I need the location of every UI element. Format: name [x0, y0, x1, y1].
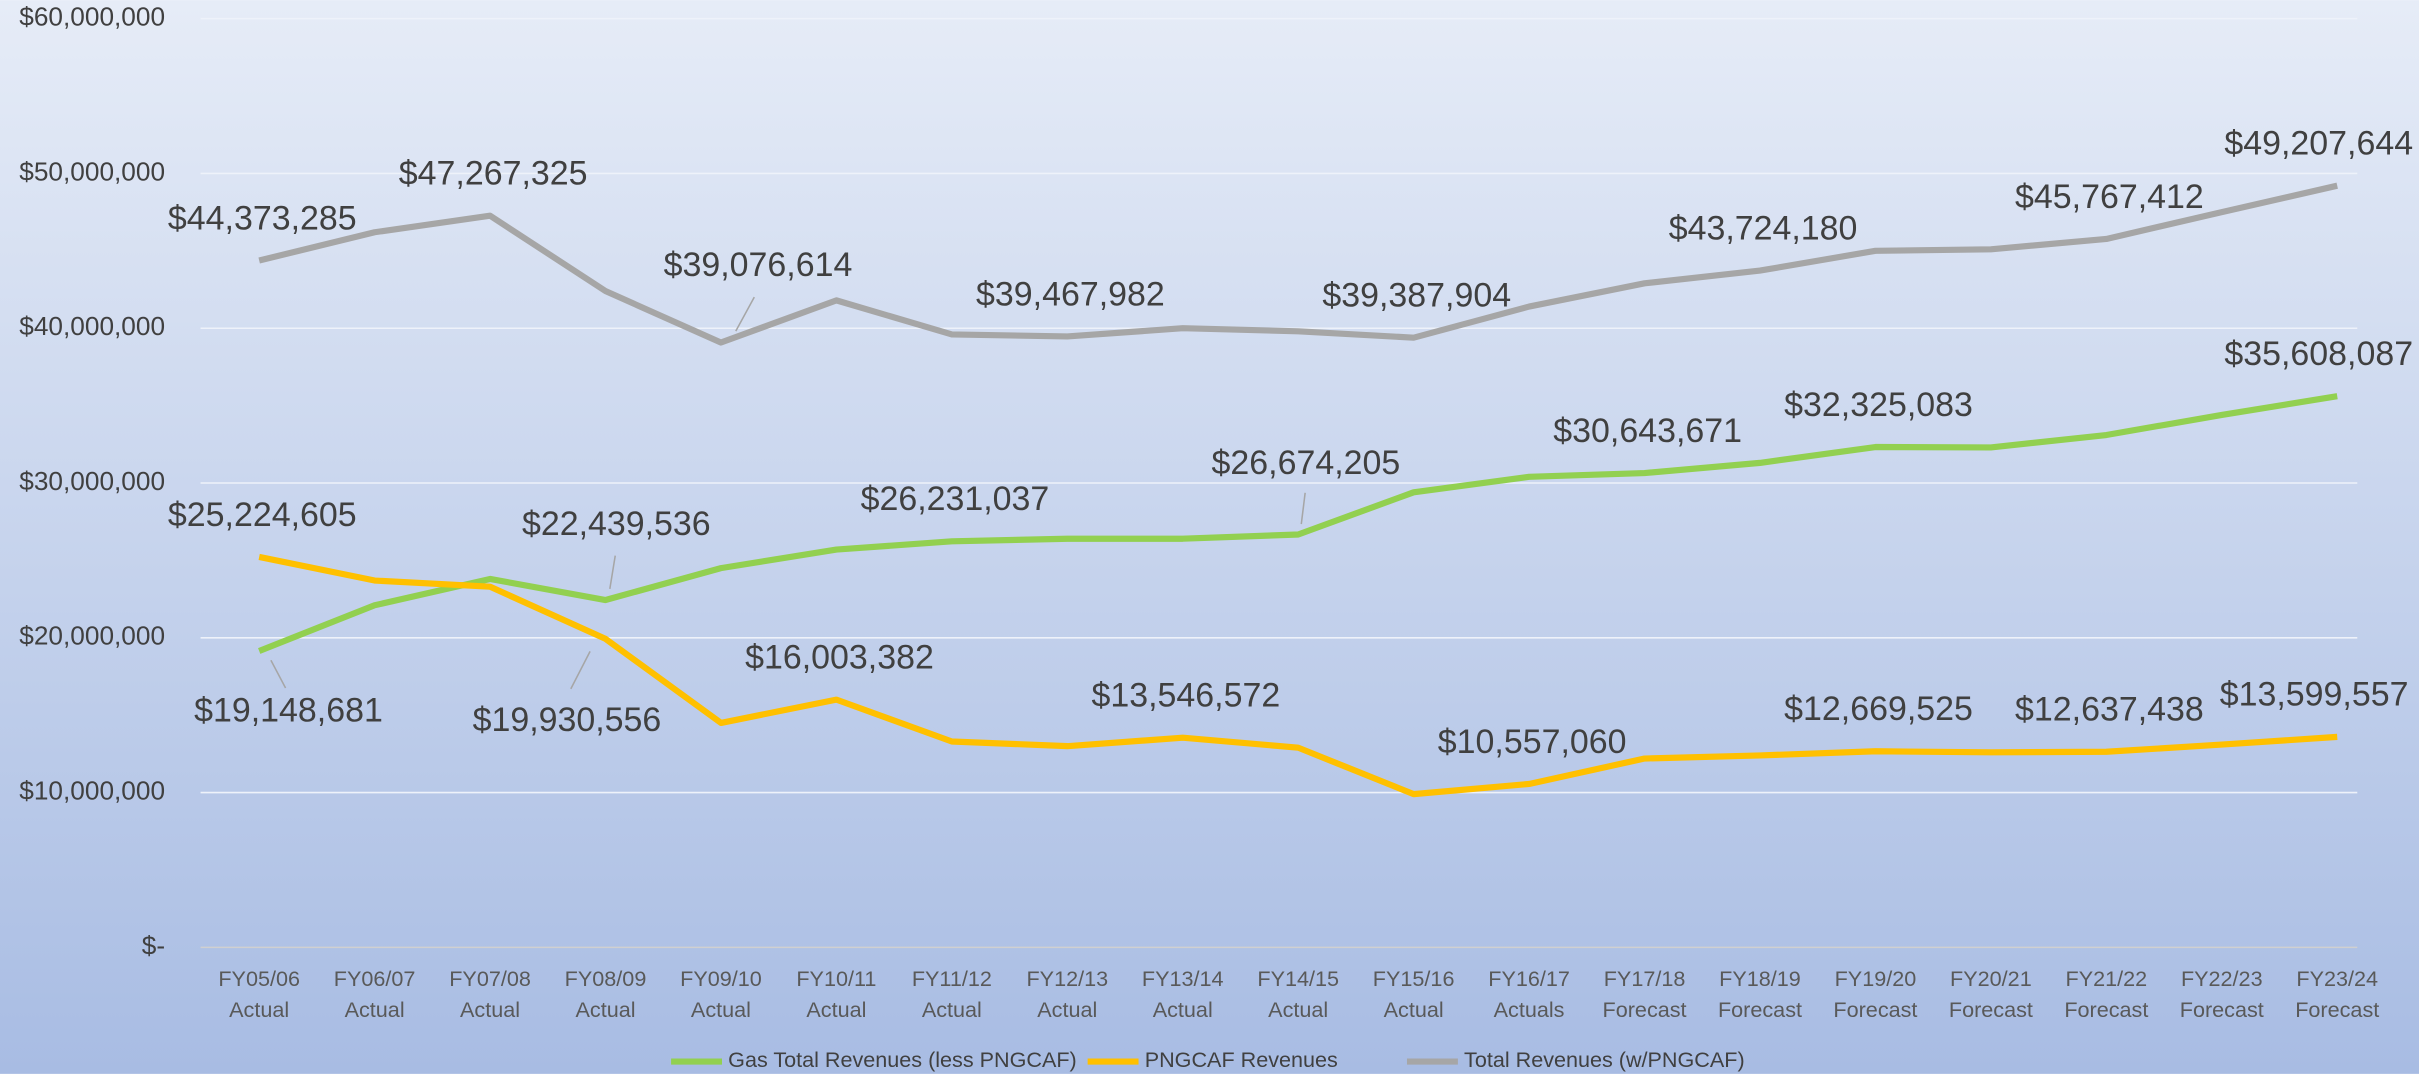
x-tick-label: FY11/12 Actual [911, 965, 992, 1022]
x-tick-label-box: FY15/16 Actual [1372, 965, 1455, 1022]
legend-label: Gas Total Revenues (less PNGCAF) [728, 1047, 1077, 1072]
x-tick-label: FY17/18 Forecast [1602, 965, 1687, 1022]
x-tick-label-box: FY20/21 Forecast [1948, 965, 2033, 1022]
series-line [258, 393, 2338, 654]
x-tick-label: FY06/07 Actual [333, 965, 416, 1022]
legend-label: Total Revenues (w/PNGCAF) [1464, 1047, 1745, 1072]
x-tick-label: FY13/14 Actual [1141, 965, 1224, 1022]
x-tick-label: FY09/10 Actual [680, 965, 762, 1022]
data-label: $32,325,083 [1784, 386, 1973, 424]
data-label: $45,767,412 [2015, 178, 2204, 216]
x-tick-label: FY22/23 Forecast [2179, 965, 2264, 1022]
x-tick-label-box: FY21/22 Forecast [2064, 965, 2149, 1022]
x-tick-label-box: FY09/10 Actual [680, 965, 762, 1022]
data-label: $12,669,525 [1784, 690, 1973, 728]
data-label: $16,003,382 [745, 639, 934, 677]
x-tick-label-box: FY08/09 Actual [564, 965, 647, 1022]
x-tick-label-box: FY17/18 Forecast [1602, 965, 1687, 1022]
data-label: $12,637,438 [2015, 691, 2204, 729]
x-tick-label-box: FY11/12 Actual [911, 965, 992, 1022]
data-label: $19,148,681 [194, 692, 383, 730]
y-tick-label: $20,000,000 [19, 621, 165, 651]
x-tick-label-box: FY16/17 Actuals [1488, 965, 1570, 1022]
x-tick-label: FY20/21 Forecast [1948, 965, 2033, 1022]
series-line [258, 553, 2338, 798]
x-tick-label-box: FY18/19 Forecast [1717, 965, 1803, 1022]
leader-line [609, 555, 617, 590]
data-label: $19,930,556 [473, 701, 662, 739]
x-tick-label: FY10/11 Actual [796, 965, 877, 1022]
x-tick-label-box: FY14/15 Actual [1257, 965, 1340, 1022]
data-label: $44,373,285 [168, 199, 357, 237]
x-tick-label-box: FY23/24 Forecast [2295, 965, 2380, 1022]
legend-label: PNGCAF Revenues [1145, 1047, 1338, 1072]
x-tick-label: FY23/24 Forecast [2295, 965, 2380, 1022]
x-tick-label-box: FY06/07 Actual [333, 965, 416, 1022]
data-label: $25,224,605 [168, 496, 357, 534]
data-label: $30,643,671 [1553, 412, 1742, 450]
x-tick-label: FY14/15 Actual [1257, 965, 1340, 1022]
leader-line [735, 296, 755, 332]
x-tick-label-box: FY05/06 Actual [218, 965, 301, 1022]
x-tick-label: FY08/09 Actual [564, 965, 647, 1022]
data-label: $22,439,536 [522, 505, 711, 543]
x-tick-label-box: FY22/23 Forecast [2179, 965, 2264, 1022]
leader-line [570, 651, 591, 690]
x-tick-label: FY12/13 Actual [1026, 965, 1109, 1022]
data-label: $13,546,572 [1091, 677, 1280, 715]
data-label: $39,467,982 [976, 275, 1165, 313]
leader-line [1300, 492, 1306, 525]
data-label: $26,231,037 [861, 480, 1050, 518]
data-label: $39,387,904 [1322, 277, 1511, 315]
leader-line [270, 659, 287, 689]
x-tick-label: FY16/17 Actuals [1488, 965, 1570, 1022]
y-tick-label: $40,000,000 [19, 311, 165, 341]
y-tick-label: $10,000,000 [19, 776, 165, 806]
series-line [258, 182, 2338, 346]
x-tick-label-box: FY07/08 Actual [449, 965, 531, 1022]
x-tick-label-box: FY13/14 Actual [1141, 965, 1224, 1022]
x-tick-label: FY05/06 Actual [218, 965, 301, 1022]
data-label: $13,599,557 [2220, 676, 2409, 714]
x-tick-label: FY19/20 Forecast [1833, 965, 1918, 1022]
x-tick-label: FY07/08 Actual [449, 965, 531, 1022]
y-tick-label: $50,000,000 [19, 156, 165, 186]
y-tick-label: $60,000,000 [19, 2, 165, 32]
data-label: $35,608,087 [2224, 335, 2413, 373]
x-tick-label: FY18/19 Forecast [1717, 965, 1803, 1022]
data-label: $39,076,614 [664, 246, 853, 284]
x-tick-label: FY21/22 Forecast [2064, 965, 2149, 1022]
x-tick-label-box: FY12/13 Actual [1026, 965, 1109, 1022]
data-label: $43,724,180 [1669, 209, 1858, 247]
data-label: $49,207,644 [2224, 125, 2413, 163]
y-tick-label: $30,000,000 [19, 466, 165, 496]
x-tick-label: FY15/16 Actual [1372, 965, 1455, 1022]
data-label: $47,267,325 [399, 155, 588, 193]
x-tick-label-box: FY10/11 Actual [796, 965, 877, 1022]
data-label: $26,674,205 [1212, 444, 1401, 482]
x-tick-label-box: FY19/20 Forecast [1833, 965, 1918, 1022]
y-tick-label: $- [142, 930, 165, 960]
data-label: $10,557,060 [1438, 723, 1627, 761]
